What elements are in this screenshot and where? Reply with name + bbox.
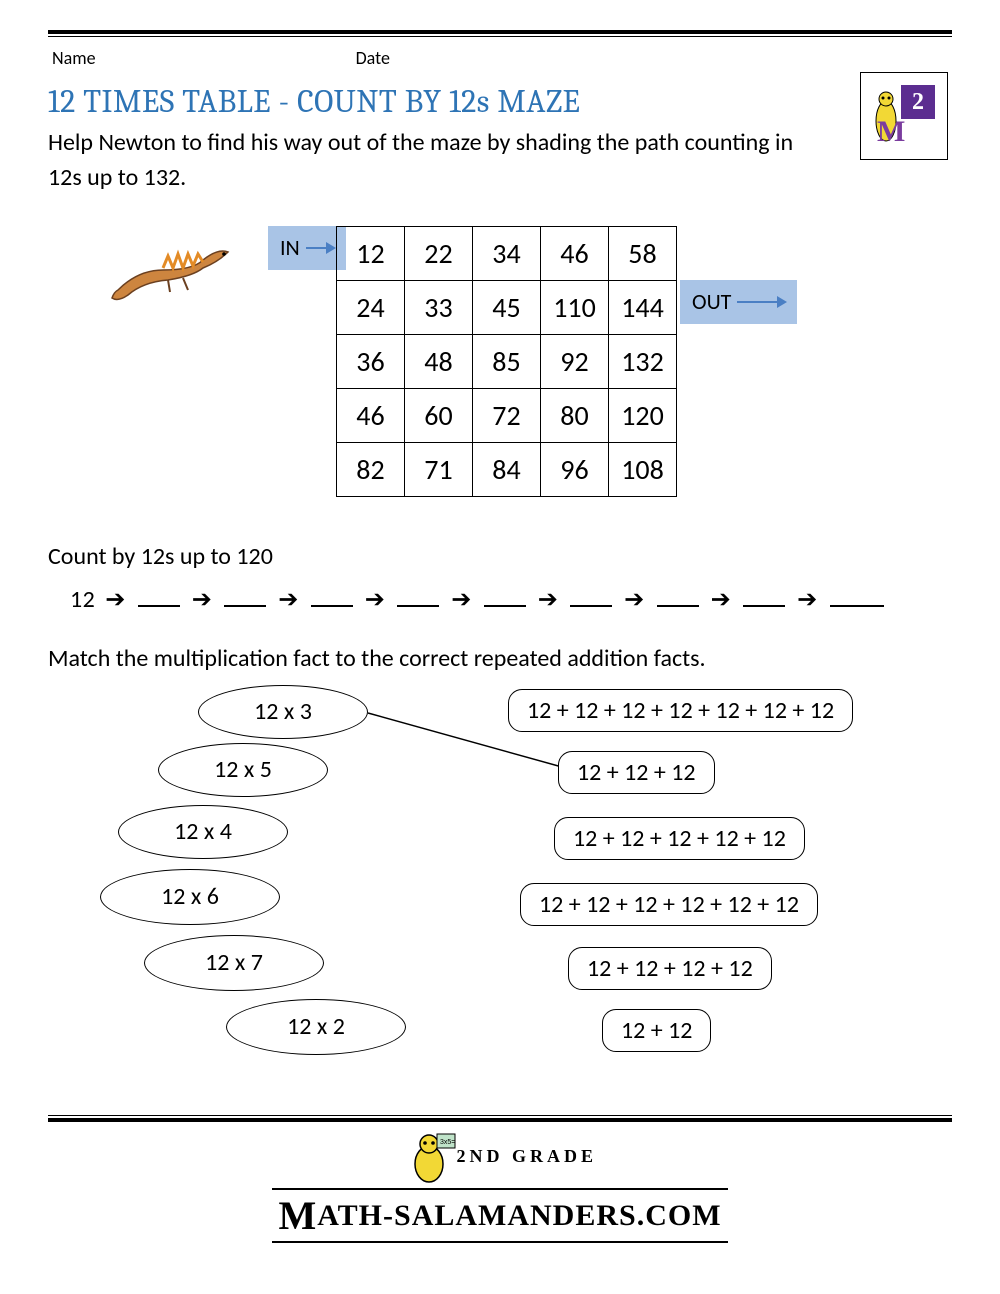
maze-cell: 60 — [405, 388, 473, 442]
fill-blank[interactable] — [224, 583, 266, 607]
out-label: OUT — [692, 288, 731, 315]
footer: 3x5= 2ND GRADE MATH-SALAMANDERS.COM — [48, 1130, 952, 1243]
maze-cell: 46 — [541, 226, 609, 280]
match-section: 12 x 312 x 5 12 x 4 12 x 6 12 x 7 12 x 2 12 +… — [48, 685, 952, 1115]
salamander-icon: 3x5= — [403, 1130, 459, 1186]
footer-brand-text: ATH-SALAMANDERS.COM — [317, 1199, 721, 1232]
arrow-right-icon: ➔ — [105, 585, 126, 614]
maze-cell: 71 — [405, 442, 473, 496]
maze-cell: 36 — [337, 334, 405, 388]
arrow-right-icon: ➔ — [624, 585, 645, 614]
match-heading: Match the multiplication fact to the cor… — [48, 644, 952, 673]
maze-cell: 46 — [337, 388, 405, 442]
count-heading: Count by 12s up to 120 — [48, 542, 952, 571]
maze-cell: 82 — [337, 442, 405, 496]
count-sequence: 12 ➔ ➔ ➔ ➔ ➔ ➔ ➔ ➔ ➔ — [48, 583, 952, 614]
maze-cell: 58 — [609, 226, 677, 280]
arrow-right-icon — [737, 301, 785, 303]
addition-fact-box: 12 + 12 + 12 + 12 + 12 + 12 + 12 — [508, 689, 853, 732]
arrow-right-icon: ➔ — [278, 585, 299, 614]
svg-text:3x5=: 3x5= — [440, 1139, 455, 1146]
maze-cell: 96 — [541, 442, 609, 496]
mult-fact-oval: 12 x 4 — [118, 805, 288, 859]
arrow-right-icon: ➔ — [538, 585, 559, 614]
arrow-right-icon: ➔ — [365, 585, 386, 614]
maze-cell: 85 — [473, 334, 541, 388]
fill-blank[interactable] — [743, 583, 785, 607]
logo-grade-number: 2 — [901, 85, 935, 119]
fill-blank[interactable] — [397, 583, 439, 607]
grade-logo: 2 M — [860, 72, 948, 160]
header-fields: Name Date — [48, 37, 952, 75]
logo-m-icon: M — [877, 115, 905, 149]
maze-out-tag: OUT — [680, 280, 797, 324]
maze-cell: 24 — [337, 280, 405, 334]
maze-cell: 132 — [609, 334, 677, 388]
maze-cell: 84 — [473, 442, 541, 496]
seq-start: 12 — [70, 585, 95, 614]
in-label: IN — [280, 234, 300, 261]
maze-cell: 108 — [609, 442, 677, 496]
fill-blank[interactable] — [570, 583, 612, 607]
maze-section: IN 1222344658243345110144364885921324660… — [48, 216, 952, 516]
maze-cell: 110 — [541, 280, 609, 334]
page-title: 12 TIMES TABLE - COUNT BY 12s MAZE — [48, 83, 952, 120]
maze-cell: 45 — [473, 280, 541, 334]
maze-cell: 22 — [405, 226, 473, 280]
bottom-rule-thin — [48, 1115, 952, 1116]
maze-cell: 72 — [473, 388, 541, 442]
addition-fact-box: 12 + 12 + 12 + 12 + 12 — [554, 817, 805, 860]
fill-blank[interactable] — [138, 583, 180, 607]
mult-fact-oval: 12 x 3 — [198, 685, 368, 739]
instructions-text: Help Newton to find his way out of the m… — [48, 126, 808, 196]
date-label: Date — [356, 47, 390, 69]
addition-fact-box: 12 + 12 + 12 + 12 + 12 + 12 — [520, 883, 818, 926]
addition-fact-box: 12 + 12 + 12 — [558, 751, 715, 794]
maze-cell: 33 — [405, 280, 473, 334]
addition-fact-box: 12 + 12 + 12 + 12 — [568, 947, 772, 990]
arrow-right-icon: ➔ — [711, 585, 732, 614]
footer-brand: MATH-SALAMANDERS.COM — [272, 1188, 727, 1243]
maze-cell: 48 — [405, 334, 473, 388]
addition-fact-box: 12 + 12 — [602, 1009, 711, 1052]
maze-in-tag: IN — [268, 226, 346, 270]
maze-cell: 144 — [609, 280, 677, 334]
fill-blank[interactable] — [657, 583, 699, 607]
maze-cell: 120 — [609, 388, 677, 442]
mult-fact-oval: 12 x 2 — [226, 999, 406, 1055]
maze-cell: 92 — [541, 334, 609, 388]
maze-cell: 12 — [337, 226, 405, 280]
arrow-right-icon: ➔ — [797, 585, 818, 614]
arrow-right-icon: ➔ — [192, 585, 213, 614]
fill-blank[interactable] — [484, 583, 526, 607]
mult-fact-oval: 12 x 5 — [158, 743, 328, 797]
mult-fact-oval: 12 x 7 — [144, 935, 324, 991]
worksheet-page: Name Date 2 M 12 TIMES TABLE - COUNT BY … — [0, 0, 1000, 1263]
maze-cell: 34 — [473, 226, 541, 280]
mult-fact-oval: 12 x 6 — [100, 869, 280, 925]
maze-grid: 1222344658243345110144364885921324660728… — [336, 226, 677, 497]
maze-cell: 80 — [541, 388, 609, 442]
fill-blank[interactable] — [311, 583, 353, 607]
name-label: Name — [52, 47, 96, 69]
newt-icon — [108, 240, 238, 310]
fill-blank[interactable] — [830, 583, 884, 607]
footer-grade: 2ND GRADE — [457, 1145, 598, 1165]
top-rule-thick — [48, 30, 952, 34]
bottom-rule-thick — [48, 1118, 952, 1122]
arrow-right-icon: ➔ — [451, 585, 472, 614]
arrow-right-icon — [306, 247, 334, 249]
